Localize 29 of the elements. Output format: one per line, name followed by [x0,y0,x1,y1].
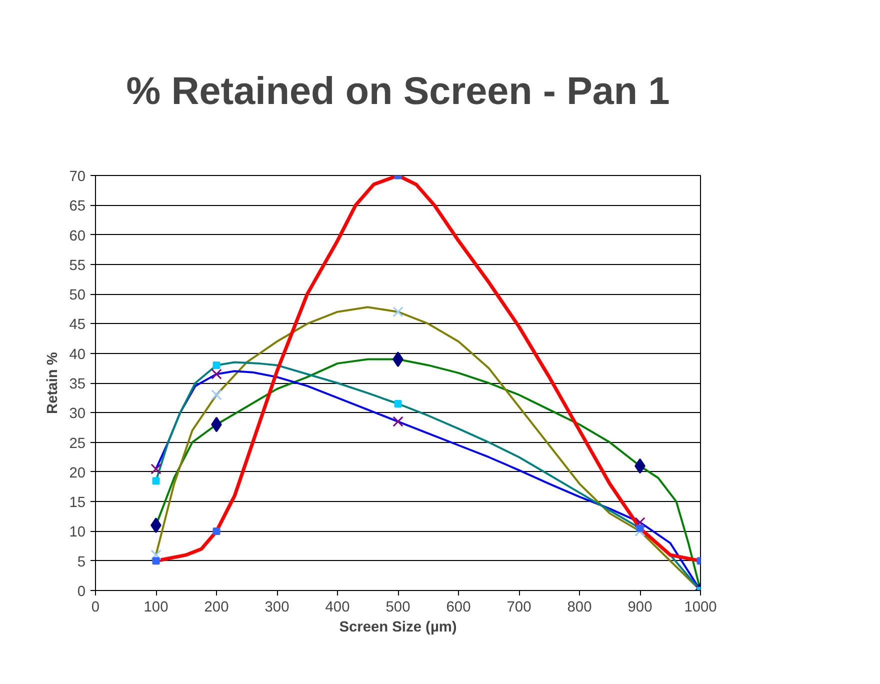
x-tick-label: 400 [325,600,350,616]
y-tick-label: 30 [69,406,86,422]
y-axis-title: Retain % [45,352,62,414]
y-tick-label: 35 [69,376,86,392]
y-tick-label: 0 [77,584,86,600]
y-tick-label: 45 [69,317,86,334]
x-tick-label: 200 [204,600,229,616]
y-tick-label: 60 [69,228,86,244]
x-tick-label: 500 [386,600,410,616]
y-tick-label: 55 [69,258,86,274]
x-tick-label: 900 [628,600,652,616]
chart-title: % Retained on Screen - Pan 1 [126,70,670,113]
y-tick-label: 20 [69,465,86,482]
y-tick-label: 65 [69,198,86,215]
x-tick-label: 600 [446,600,471,616]
x-tick-label: 1000 [684,600,717,616]
x-tick-label: 0 [91,600,100,616]
x-tick-label: 300 [264,600,290,616]
x-tick-label: 100 [144,600,168,616]
y-tick-label: 40 [69,346,86,363]
y-tick-label: 70 [69,169,86,185]
x-axis-title: Screen Size (µm) [339,620,457,636]
y-tick-label: 25 [69,436,86,452]
x-tick-label: 800 [567,600,592,616]
y-tick-label: 15 [69,495,86,512]
y-tick-label: 50 [69,288,86,304]
y-tick-label: 10 [69,524,86,541]
x-tick-label: 700 [506,600,532,616]
y-tick-label: 5 [77,554,86,570]
